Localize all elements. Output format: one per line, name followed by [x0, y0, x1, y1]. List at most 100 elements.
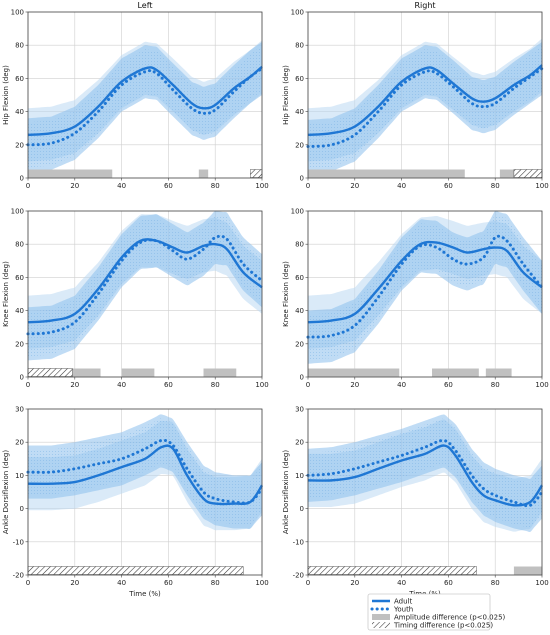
- y-tick-label-5: 100: [291, 208, 304, 216]
- y-tick-label-2: 0: [300, 505, 304, 513]
- y-axis-label: Hip Flexion (deg): [282, 65, 290, 125]
- x-tick-label-4: 80: [211, 381, 220, 389]
- x-tick-label-4: 80: [211, 579, 220, 587]
- amplitude-bar-0: [28, 169, 113, 178]
- axes-frame: [307, 408, 543, 576]
- y-tick-label-2: 40: [15, 108, 24, 116]
- panel-r2-c0: 0 20 40 60 80 100 -20 -10 0 10 20 30 Ankle Dorsiflex…: [2, 406, 269, 599]
- amplitude-bar-0: [308, 368, 400, 377]
- youth-line: [306, 439, 544, 508]
- x-tick-label-3: 60: [164, 182, 173, 190]
- x-tick-label-5: 100: [255, 381, 268, 389]
- timing-bar-0: [27, 368, 73, 377]
- x-tick-label-3: 60: [444, 182, 453, 190]
- y-axis-label: Knee Flexion (deg): [2, 261, 10, 327]
- y-tick-label-1: 20: [295, 340, 304, 348]
- amplitude-bar-2: [203, 368, 237, 377]
- y-tick-label-1: 20: [295, 141, 304, 149]
- x-tick-label-4: 80: [491, 579, 500, 587]
- youth-line: [306, 66, 544, 148]
- y-tick-label-0: 0: [300, 374, 304, 382]
- legend-label-3: Timing difference (p<0.025): [393, 621, 493, 629]
- y-tick-label-0: -20: [13, 572, 24, 580]
- y-tick-label-4: 80: [295, 42, 304, 50]
- legend-swatch-amplitude: [372, 614, 390, 620]
- x-tick-label-4: 80: [491, 381, 500, 389]
- y-tick-label-5: 100: [11, 208, 24, 216]
- panel-r0-c0: 0 20 40 60 80 100 0 20 40 60 80 100 Hip Flexion (deg…: [2, 1, 269, 190]
- y-tick-label-3: 60: [15, 274, 24, 282]
- y-tick-label-1: 20: [15, 141, 24, 149]
- x-tick-label-3: 60: [444, 579, 453, 587]
- y-tick-label-0: 0: [20, 175, 24, 183]
- axes-frame: [27, 210, 263, 378]
- x-tick-label-2: 40: [397, 579, 406, 587]
- x-tick-label-4: 80: [491, 182, 500, 190]
- x-tick-label-1: 20: [70, 381, 79, 389]
- y-tick-label-3: 60: [295, 274, 304, 282]
- y-tick-label-2: 40: [295, 307, 304, 315]
- x-tick-label-5: 100: [535, 381, 548, 389]
- youth-line: [26, 438, 264, 505]
- x-tick-label-0: 0: [306, 381, 310, 389]
- y-tick-label-3: 60: [295, 75, 304, 83]
- y-tick-label-1: -10: [293, 538, 304, 546]
- y-tick-label-3: 10: [15, 472, 24, 480]
- x-tick-label-0: 0: [26, 182, 30, 190]
- timing-bar-0: [513, 169, 543, 178]
- amplitude-bar-0: [513, 566, 542, 575]
- youth-band-dots: [308, 214, 542, 360]
- y-tick-label-0: 0: [20, 374, 24, 382]
- axes-frame: [307, 11, 543, 179]
- x-tick-label-1: 20: [350, 381, 359, 389]
- y-tick-label-4: 80: [295, 241, 304, 249]
- x-tick-label-5: 100: [255, 579, 268, 587]
- panel-r2-c1: 0 20 40 60 80 100 -20 -10 0 10 20 30 Ankle Dorsiflex…: [282, 406, 549, 599]
- x-tick-label-3: 60: [444, 381, 453, 389]
- x-tick-label-2: 40: [117, 182, 126, 190]
- x-tick-label-4: 80: [211, 182, 220, 190]
- adult-line: [27, 444, 264, 506]
- x-tick-label-2: 40: [397, 381, 406, 389]
- y-tick-label-5: 30: [15, 406, 24, 414]
- amplitude-bar-1: [432, 368, 479, 377]
- amplitude-bar-0: [308, 169, 465, 178]
- panel-r0-c1: 0 20 40 60 80 100 0 20 40 60 80 100 Hip Flexion (deg…: [282, 1, 549, 190]
- youth-line: [26, 66, 264, 147]
- youth-band-dots: [28, 45, 262, 168]
- youth-band-dots: [28, 214, 262, 357]
- y-tick-label-0: -20: [293, 572, 304, 580]
- x-axis-label: Time (%): [128, 590, 161, 598]
- axes-frame: [307, 210, 543, 378]
- y-tick-label-4: 20: [15, 439, 24, 447]
- y-tick-label-2: 40: [295, 108, 304, 116]
- legend-swatch-timing: [372, 622, 390, 628]
- x-tick-label-5: 100: [535, 579, 548, 587]
- y-tick-label-4: 80: [15, 241, 24, 249]
- y-axis-label: Knee Flexion (deg): [282, 261, 290, 327]
- adult-line: [307, 240, 543, 324]
- y-axis-label: Ankle Dorsiflexion (deg): [2, 450, 10, 534]
- y-tick-label-0: 0: [300, 175, 304, 183]
- legend-label-0: Adult: [394, 597, 412, 605]
- panel-title: Left: [137, 1, 152, 10]
- amplitude-bar-1: [121, 368, 155, 377]
- timing-bar-0: [250, 169, 263, 178]
- youth-line: [26, 234, 264, 336]
- x-tick-label-0: 0: [26, 579, 30, 587]
- x-tick-label-3: 60: [164, 381, 173, 389]
- x-tick-label-1: 20: [350, 579, 359, 587]
- adult-line: [307, 64, 543, 137]
- legend-label-2: Amplitude difference (p<0.025): [394, 613, 506, 621]
- timing-bar-0: [307, 566, 477, 575]
- axes-frame: [27, 11, 263, 179]
- axes-frame: [27, 408, 263, 576]
- legend-box: [367, 593, 491, 631]
- x-tick-label-0: 0: [306, 182, 310, 190]
- x-tick-label-0: 0: [26, 381, 30, 389]
- youth-band-dots: [308, 418, 542, 529]
- y-tick-label-5: 100: [291, 9, 304, 17]
- y-tick-label-1: -10: [13, 538, 24, 546]
